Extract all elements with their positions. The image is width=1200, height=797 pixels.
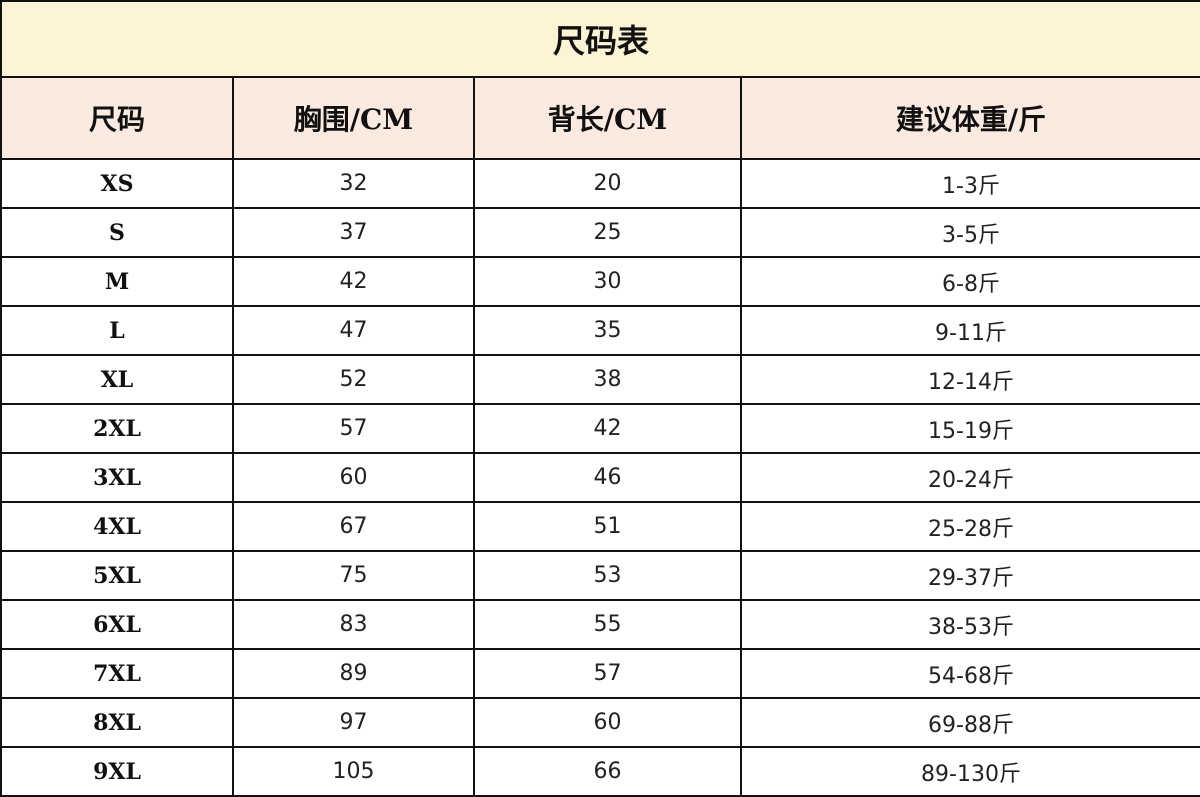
back-length-cell: 20	[473, 158, 742, 209]
chest-cell: 67	[232, 501, 475, 552]
header-row: 尺码 胸围/CM 背长/CM 建议体重/斤	[0, 76, 1200, 160]
back-length-cell: 66	[473, 746, 742, 797]
size-cell: XS	[0, 158, 234, 209]
table-row: 8XL 97 60 69-88斤	[0, 697, 1200, 748]
size-cell: 3XL	[0, 452, 234, 503]
back-length-cell: 30	[473, 256, 742, 307]
weight-cell: 3-5斤	[739, 207, 1200, 258]
weight-cell: 38-53斤	[739, 599, 1200, 650]
back-length-cell: 38	[473, 354, 742, 405]
size-cell: 6XL	[0, 599, 234, 650]
weight-cell: 54-68斤	[739, 648, 1200, 699]
chest-cell: 105	[232, 746, 475, 797]
back-length-cell: 46	[473, 452, 742, 503]
table-row: 4XL 67 51 25-28斤	[0, 501, 1200, 552]
header-back-length: 背长/CM	[473, 76, 742, 160]
chest-cell: 75	[232, 550, 475, 601]
size-cell: XL	[0, 354, 234, 405]
size-cell: 4XL	[0, 501, 234, 552]
chest-cell: 60	[232, 452, 475, 503]
chest-cell: 83	[232, 599, 475, 650]
size-cell: 5XL	[0, 550, 234, 601]
table-row: 7XL 89 57 54-68斤	[0, 648, 1200, 699]
back-length-cell: 53	[473, 550, 742, 601]
back-length-cell: 42	[473, 403, 742, 454]
weight-cell: 69-88斤	[739, 697, 1200, 748]
chest-cell: 97	[232, 697, 475, 748]
weight-cell: 25-28斤	[739, 501, 1200, 552]
back-length-cell: 35	[473, 305, 742, 356]
back-length-cell: 55	[473, 599, 742, 650]
table-row: XS 32 20 1-3斤	[0, 158, 1200, 209]
weight-cell: 89-130斤	[739, 746, 1200, 797]
weight-cell: 15-19斤	[739, 403, 1200, 454]
table-row: 2XL 57 42 15-19斤	[0, 403, 1200, 454]
table-title: 尺码表	[0, 0, 1200, 78]
size-cell: 2XL	[0, 403, 234, 454]
chest-cell: 89	[232, 648, 475, 699]
size-cell: 9XL	[0, 746, 234, 797]
chest-cell: 47	[232, 305, 475, 356]
table-row: 9XL 105 66 89-130斤	[0, 746, 1200, 797]
weight-cell: 12-14斤	[739, 354, 1200, 405]
chest-cell: 57	[232, 403, 475, 454]
chest-cell: 37	[232, 207, 475, 258]
table-row: 3XL 60 46 20-24斤	[0, 452, 1200, 503]
header-weight: 建议体重/斤	[739, 76, 1200, 160]
weight-cell: 29-37斤	[739, 550, 1200, 601]
chest-cell: 42	[232, 256, 475, 307]
size-cell: M	[0, 256, 234, 307]
table-row: L 47 35 9-11斤	[0, 305, 1200, 356]
table-row: 5XL 75 53 29-37斤	[0, 550, 1200, 601]
weight-cell: 9-11斤	[739, 305, 1200, 356]
table-row: M 42 30 6-8斤	[0, 256, 1200, 307]
chest-cell: 32	[232, 158, 475, 209]
size-cell: L	[0, 305, 234, 356]
weight-cell: 20-24斤	[739, 452, 1200, 503]
header-chest: 胸围/CM	[232, 76, 475, 160]
back-length-cell: 57	[473, 648, 742, 699]
size-cell: 7XL	[0, 648, 234, 699]
size-cell: S	[0, 207, 234, 258]
size-cell: 8XL	[0, 697, 234, 748]
table-row: XL 52 38 12-14斤	[0, 354, 1200, 405]
table-row: S 37 25 3-5斤	[0, 207, 1200, 258]
back-length-cell: 51	[473, 501, 742, 552]
back-length-cell: 60	[473, 697, 742, 748]
header-size: 尺码	[0, 76, 234, 160]
back-length-cell: 25	[473, 207, 742, 258]
weight-cell: 1-3斤	[739, 158, 1200, 209]
table-row: 6XL 83 55 38-53斤	[0, 599, 1200, 650]
chest-cell: 52	[232, 354, 475, 405]
weight-cell: 6-8斤	[739, 256, 1200, 307]
